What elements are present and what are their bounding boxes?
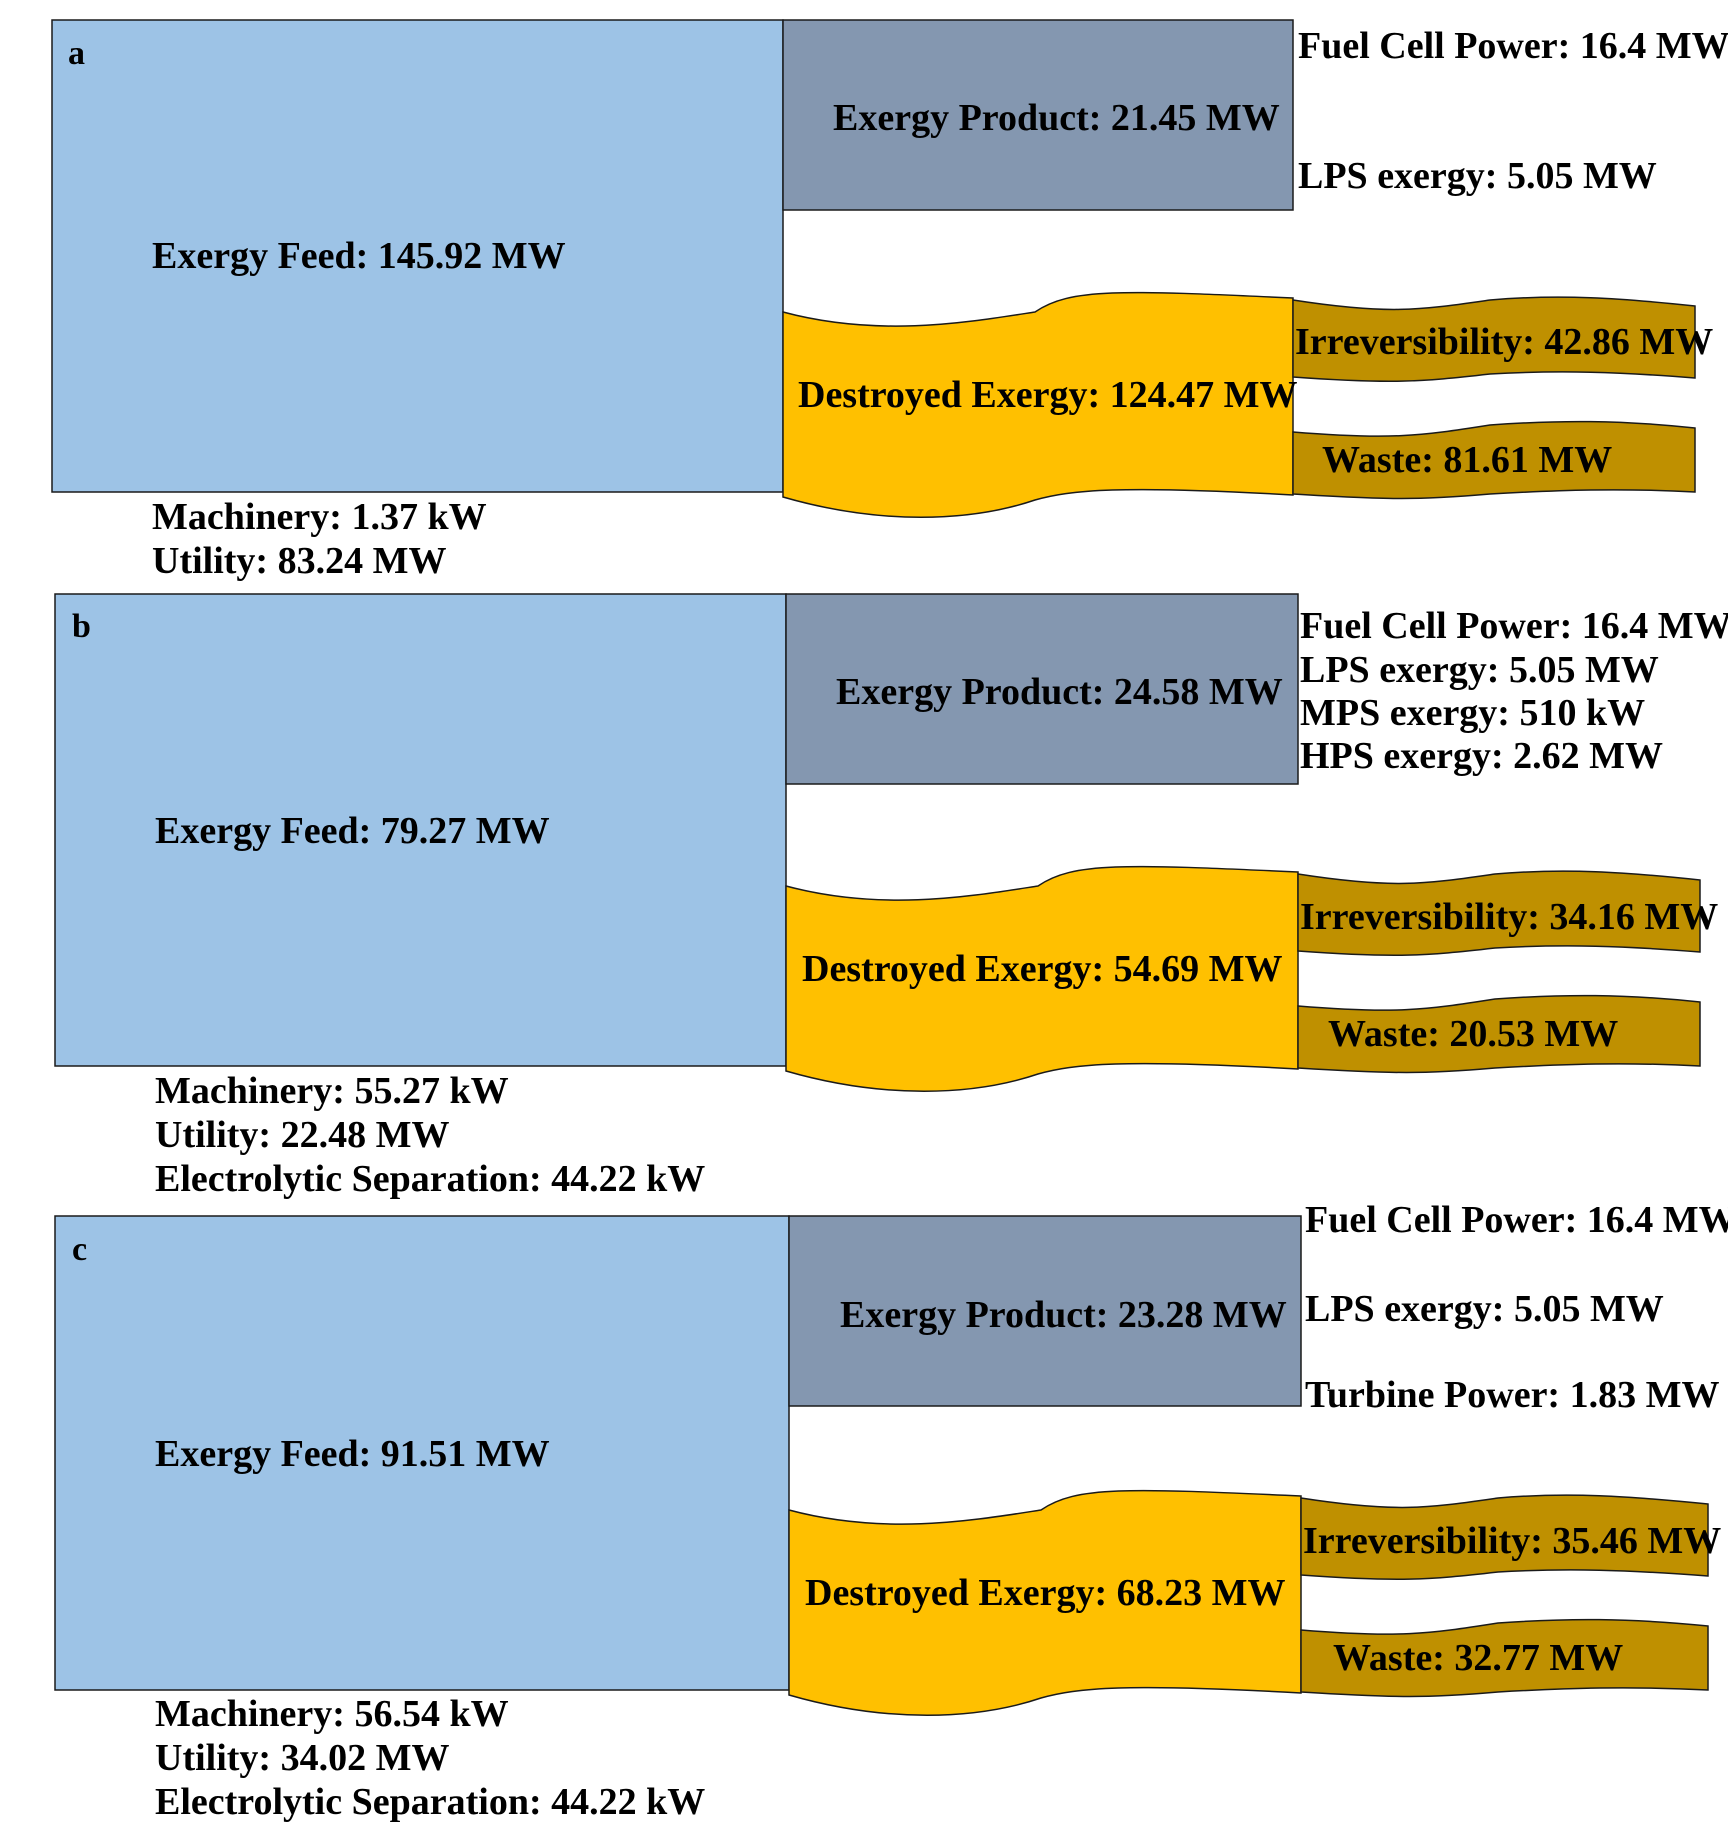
exergy-feed-block	[54, 1215, 790, 1691]
fuel-cell-power-label: Fuel Cell Power: 16.4 MW	[1305, 1199, 1728, 1241]
utility-label: Utility: 34.02 MW	[155, 1737, 449, 1779]
destroyed-exergy-flow	[782, 291, 1294, 518]
exergy-product-block	[785, 593, 1299, 785]
lps-exergy-label: LPS exergy: 5.05 MW	[1298, 155, 1657, 197]
panel-b: b Exergy Feed: 79.27 MW Exergy Product: …	[54, 593, 1728, 1200]
waste-label: Waste: 81.61 MW	[1322, 439, 1612, 481]
exergy-product-label: Exergy Product: 24.58 MW	[836, 671, 1283, 713]
fuel-cell-power-label: Fuel Cell Power: 16.4 MW	[1300, 605, 1728, 647]
electrolytic-separation-label: Electrolytic Separation: 44.22 kW	[155, 1781, 705, 1823]
turbine-power-label: Turbine Power: 1.83 MW	[1305, 1374, 1719, 1416]
panel-letter: c	[72, 1231, 87, 1268]
utility-label: Utility: 83.24 MW	[152, 540, 446, 582]
machinery-label: Machinery: 55.27 kW	[155, 1070, 509, 1112]
machinery-label: Machinery: 1.37 kW	[152, 496, 487, 538]
destroyed-exergy-label: Destroyed Exergy: 124.47 MW	[798, 374, 1298, 416]
mps-exergy-label: MPS exergy: 510 kW	[1300, 692, 1645, 734]
waste-flow	[1292, 420, 1696, 500]
destroyed-exergy-label: Destroyed Exergy: 68.23 MW	[805, 1572, 1286, 1614]
electrolytic-separation-label: Electrolytic Separation: 44.22 kW	[155, 1158, 705, 1200]
destroyed-exergy-flow	[788, 1489, 1302, 1716]
lps-exergy-label: LPS exergy: 5.05 MW	[1305, 1288, 1664, 1330]
panel-letter: b	[72, 608, 91, 645]
exergy-feed-block	[54, 593, 787, 1067]
fuel-cell-power-label: Fuel Cell Power: 16.4 MW	[1298, 25, 1728, 67]
irreversibility-label: Irreversibility: 42.86 MW	[1295, 321, 1713, 363]
exergy-feed-label: Exergy Feed: 79.27 MW	[155, 810, 550, 852]
waste-flow	[1300, 1618, 1709, 1698]
irreversibility-label: Irreversibility: 35.46 MW	[1303, 1520, 1721, 1562]
hps-exergy-label: HPS exergy: 2.62 MW	[1300, 735, 1663, 777]
waste-label: Waste: 32.77 MW	[1333, 1637, 1623, 1679]
waste-label: Waste: 20.53 MW	[1328, 1013, 1618, 1055]
exergy-feed-label: Exergy Feed: 91.51 MW	[155, 1433, 550, 1475]
exergy-product-block	[782, 19, 1294, 211]
irreversibility-flow	[1297, 870, 1701, 957]
exergy-product-block	[788, 1215, 1302, 1407]
utility-label: Utility: 22.48 MW	[155, 1114, 449, 1156]
waste-flow	[1297, 994, 1701, 1074]
exergy-feed-block	[51, 19, 784, 493]
exergy-feed-label: Exergy Feed: 145.92 MW	[152, 235, 566, 277]
exergy-product-label: Exergy Product: 21.45 MW	[833, 97, 1280, 139]
destroyed-exergy-flow	[785, 865, 1299, 1092]
irreversibility-flow	[1300, 1494, 1709, 1581]
exergy-product-label: Exergy Product: 23.28 MW	[840, 1294, 1287, 1336]
irreversibility-label: Irreversibility: 34.16 MW	[1300, 896, 1718, 938]
destroyed-exergy-label: Destroyed Exergy: 54.69 MW	[802, 948, 1283, 990]
panel-letter: a	[68, 35, 85, 72]
panel-a: a Exergy Feed: 145.92 MW Exergy Product:…	[51, 19, 1728, 582]
irreversibility-flow	[1292, 296, 1696, 383]
panel-c: c Exergy Feed: 91.51 MW Exergy Product: …	[54, 1199, 1728, 1823]
machinery-label: Machinery: 56.54 kW	[155, 1693, 509, 1735]
lps-exergy-label: LPS exergy: 5.05 MW	[1300, 649, 1659, 691]
